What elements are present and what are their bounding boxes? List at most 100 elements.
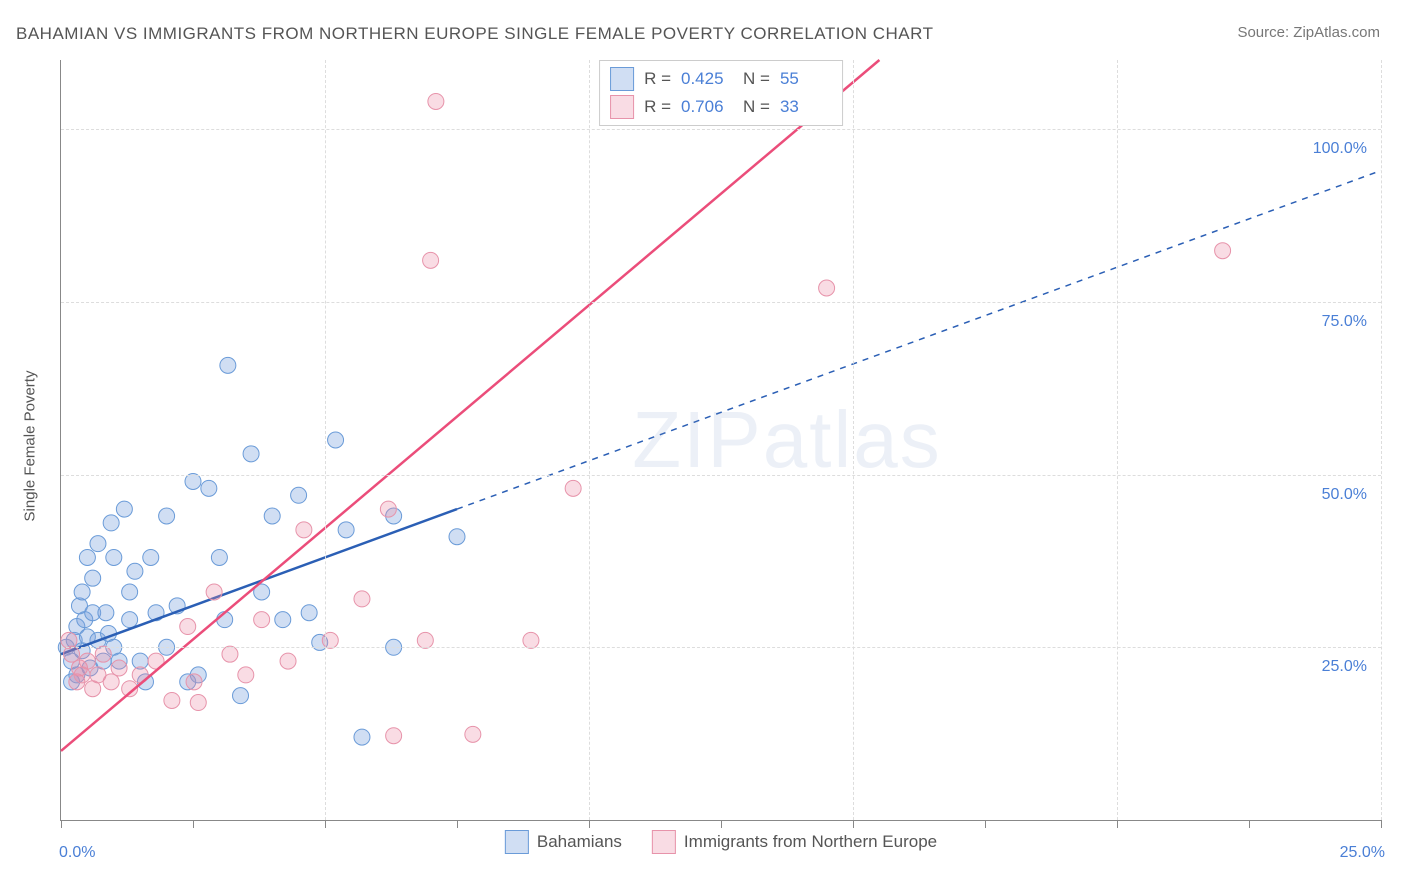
scatter-point: [417, 632, 433, 648]
scatter-point: [386, 728, 402, 744]
stat-n-val-1: 33: [780, 97, 832, 117]
gridline-v: [853, 60, 854, 820]
trendline-solid: [61, 509, 457, 654]
scatter-point: [74, 584, 90, 600]
scatter-point: [354, 591, 370, 607]
chart-container: BAHAMIAN VS IMMIGRANTS FROM NORTHERN EUR…: [0, 0, 1406, 892]
swatch-1: [610, 95, 634, 119]
scatter-point: [264, 508, 280, 524]
scatter-point: [122, 612, 138, 628]
scatter-point: [233, 688, 249, 704]
scatter-point: [449, 529, 465, 545]
scatter-point: [164, 692, 180, 708]
scatter-point: [98, 605, 114, 621]
xtick: [325, 820, 326, 828]
xtick-label-origin: 0.0%: [59, 844, 95, 862]
scatter-point: [291, 487, 307, 503]
scatter-point: [243, 446, 259, 462]
gridline-v: [589, 60, 590, 820]
xtick: [985, 820, 986, 828]
scatter-point: [565, 480, 581, 496]
legend-item-1: Immigrants from Northern Europe: [652, 830, 937, 854]
scatter-point: [61, 632, 77, 648]
xtick: [193, 820, 194, 828]
y-axis-label: Single Female Poverty: [22, 371, 39, 522]
scatter-point: [79, 653, 95, 669]
scatter-point: [85, 570, 101, 586]
xtick: [721, 820, 722, 828]
ytick-label: 75.0%: [1322, 313, 1367, 331]
xtick: [1117, 820, 1118, 828]
scatter-point: [185, 473, 201, 489]
xtick: [589, 820, 590, 828]
scatter-point: [275, 612, 291, 628]
scatter-point: [201, 480, 217, 496]
ytick-label: 25.0%: [1322, 658, 1367, 676]
scatter-point: [523, 632, 539, 648]
gridline-h: [61, 475, 1381, 476]
chart-svg: [61, 60, 1381, 820]
trendline-dashed: [457, 171, 1381, 510]
gridline-h: [61, 647, 1381, 648]
legend-label-1: Immigrants from Northern Europe: [684, 832, 937, 852]
scatter-point: [819, 280, 835, 296]
scatter-point: [95, 646, 111, 662]
scatter-point: [116, 501, 132, 517]
scatter-point: [428, 93, 444, 109]
stat-r-val-0: 0.425: [681, 69, 733, 89]
scatter-point: [79, 549, 95, 565]
gridline-v: [1117, 60, 1118, 820]
scatter-point: [338, 522, 354, 538]
legend-label-0: Bahamians: [537, 832, 622, 852]
scatter-point: [180, 619, 196, 635]
scatter-point: [254, 612, 270, 628]
stat-r-val-1: 0.706: [681, 97, 733, 117]
scatter-point: [1215, 243, 1231, 259]
xtick: [1381, 820, 1382, 828]
ytick-label: 100.0%: [1313, 140, 1367, 158]
xtick: [853, 820, 854, 828]
legend-swatch-1: [652, 830, 676, 854]
scatter-point: [106, 549, 122, 565]
scatter-point: [206, 584, 222, 600]
stat-n-val-0: 55: [780, 69, 832, 89]
scatter-point: [296, 522, 312, 538]
gridline-h: [61, 302, 1381, 303]
scatter-point: [280, 653, 296, 669]
scatter-point: [103, 674, 119, 690]
scatter-point: [211, 549, 227, 565]
scatter-point: [328, 432, 344, 448]
legend-swatch-0: [505, 830, 529, 854]
scatter-point: [301, 605, 317, 621]
scatter-point: [190, 695, 206, 711]
swatch-0: [610, 67, 634, 91]
legend-item-0: Bahamians: [505, 830, 622, 854]
stat-r-label-0: R =: [644, 69, 671, 89]
scatter-point: [159, 508, 175, 524]
scatter-point: [222, 646, 238, 662]
ytick-label: 50.0%: [1322, 486, 1367, 504]
bottom-legend: Bahamians Immigrants from Northern Europ…: [505, 830, 937, 854]
scatter-point: [186, 674, 202, 690]
scatter-point: [90, 536, 106, 552]
chart-title: BAHAMIAN VS IMMIGRANTS FROM NORTHERN EUR…: [16, 24, 933, 44]
scatter-point: [127, 563, 143, 579]
stats-row-1: R = 0.706 N = 33: [610, 93, 832, 121]
scatter-point: [143, 549, 159, 565]
scatter-point: [238, 667, 254, 683]
stat-n-label-0: N =: [743, 69, 770, 89]
scatter-point: [103, 515, 119, 531]
scatter-point: [465, 726, 481, 742]
gridline-v: [1381, 60, 1382, 820]
scatter-point: [354, 729, 370, 745]
xtick: [1249, 820, 1250, 828]
xtick: [457, 820, 458, 828]
scatter-point: [111, 660, 127, 676]
scatter-point: [423, 252, 439, 268]
stats-legend: R = 0.425 N = 55 R = 0.706 N = 33: [599, 60, 843, 126]
stat-r-label-1: R =: [644, 97, 671, 117]
source-label: Source: ZipAtlas.com: [1237, 24, 1380, 41]
scatter-point: [380, 501, 396, 517]
xtick-label-end: 25.0%: [1340, 844, 1385, 862]
gridline-h: [61, 129, 1381, 130]
